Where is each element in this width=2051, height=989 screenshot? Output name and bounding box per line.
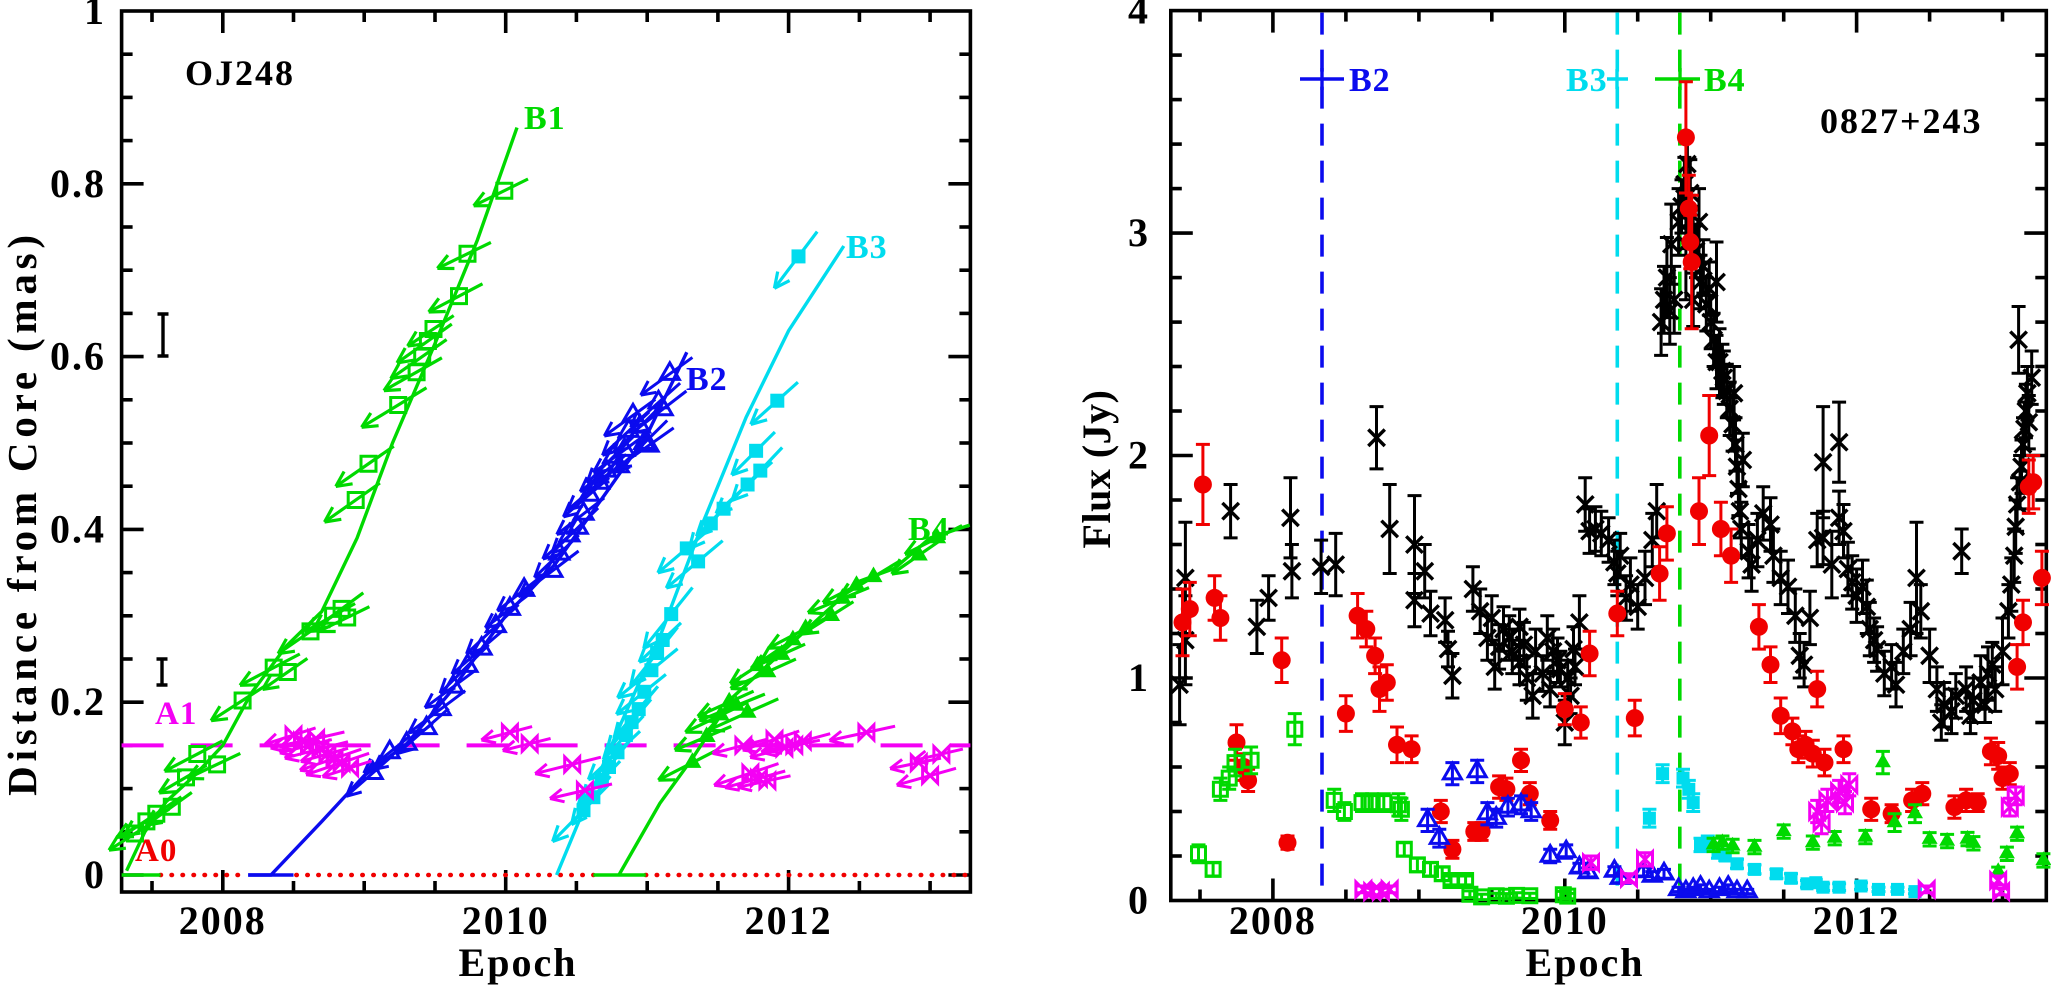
svg-text:2012: 2012 [745,898,833,943]
svg-text:2010: 2010 [462,898,550,943]
svg-text:0.4: 0.4 [50,506,106,551]
svg-text:OJ248: OJ248 [185,53,295,93]
svg-text:B3: B3 [1566,62,1608,99]
svg-text:2: 2 [1128,433,1150,478]
svg-text:2012: 2012 [1813,898,1901,943]
svg-text:1: 1 [1128,655,1150,700]
svg-text:0.6: 0.6 [50,334,106,379]
svg-text:0: 0 [1128,878,1150,923]
svg-text:B2: B2 [1349,62,1391,99]
svg-text:3: 3 [1128,210,1150,255]
svg-text:0: 0 [84,852,106,897]
svg-text:2010: 2010 [1521,898,1609,943]
svg-text:Epoch: Epoch [1526,940,1645,985]
svg-text:1: 1 [84,0,106,33]
svg-text:0827+243: 0827+243 [1820,101,1983,141]
svg-text:2008: 2008 [1229,898,1317,943]
svg-text:B4: B4 [1704,62,1746,99]
svg-text:Flux (Jy): Flux (Jy) [1074,390,1119,549]
svg-text:B4: B4 [908,511,950,548]
svg-text:4: 4 [1128,0,1150,33]
svg-text:Distance from Core (mas): Distance from Core (mas) [0,230,45,796]
svg-text:A1: A1 [155,696,197,732]
svg-text:B1: B1 [524,100,566,137]
svg-text:0.8: 0.8 [50,161,106,206]
svg-text:B3: B3 [846,229,888,266]
svg-text:2008: 2008 [179,898,267,943]
svg-text:Epoch: Epoch [459,940,578,985]
svg-text:0.2: 0.2 [50,679,106,724]
svg-text:B2: B2 [686,361,728,398]
